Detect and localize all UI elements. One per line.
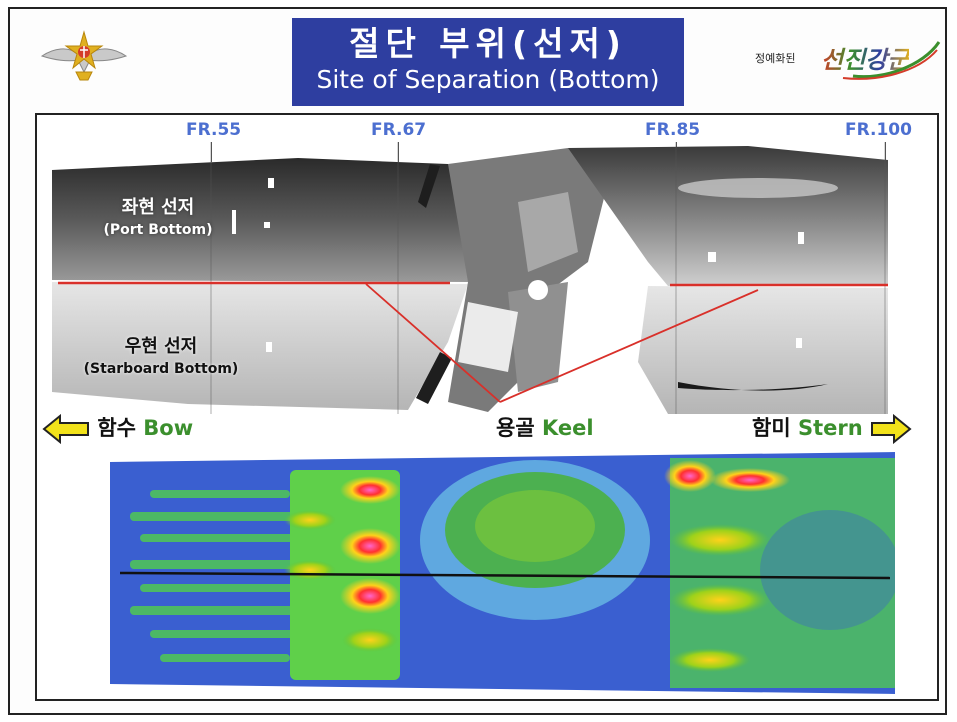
starboard-bottom-label: 우현 선저 (Starboard Bottom): [56, 335, 266, 379]
keel-english: Keel: [542, 416, 594, 440]
frame-label-100: FR.100: [845, 120, 912, 140]
army-emblem-icon: [38, 22, 130, 90]
stern-label: 함미 Stern: [752, 412, 912, 448]
port-bottom-korean: 좌현 선저: [68, 196, 248, 220]
title-korean: 절단 부위(선저): [292, 18, 684, 64]
frame-label-55: FR.55: [186, 120, 241, 140]
frame-label-67: FR.67: [371, 120, 426, 140]
left-arrow-icon: [42, 414, 90, 444]
bow-label: 함수 Bow: [42, 412, 193, 448]
keel-korean: 용골: [496, 416, 535, 440]
slogan: 정예화된 선진강군: [753, 36, 943, 80]
keel-label: 용골 Keel: [496, 412, 594, 448]
port-bottom-label: 좌현 선저 (Port Bottom): [68, 196, 248, 240]
title-english: Site of Separation (Bottom): [292, 64, 684, 96]
stern-korean: 함미: [752, 416, 791, 440]
frame-label-85: FR.85: [645, 120, 700, 140]
stern-english: Stern: [798, 416, 863, 440]
title-box: 절단 부위(선저) Site of Separation (Bottom): [292, 18, 684, 106]
slogan-swoosh-icon: [823, 36, 943, 80]
port-bottom-english: (Port Bottom): [68, 220, 248, 240]
right-arrow-icon: [870, 414, 912, 444]
bow-english: Bow: [143, 416, 193, 440]
slogan-small: 정예화된: [755, 50, 795, 66]
damage-heatmap: [110, 450, 895, 696]
bow-korean: 함수: [97, 416, 136, 440]
starboard-bottom-english: (Starboard Bottom): [56, 359, 266, 379]
starboard-bottom-korean: 우현 선저: [56, 335, 266, 359]
